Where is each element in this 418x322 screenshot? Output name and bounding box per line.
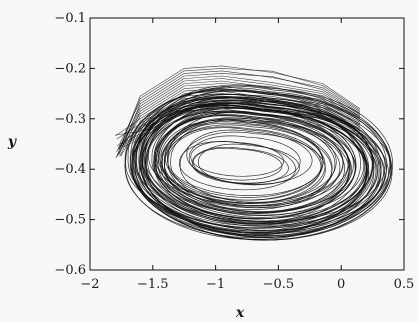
y-tick-label: −0.5 [54,213,86,228]
trajectory-loop [138,97,373,225]
y-tick-label: −0.3 [54,112,86,127]
trajectory-loop [154,112,350,214]
x-tick-label: 0.5 [394,277,415,292]
trajectory-ribbon [116,83,361,153]
trajectory-ribbon [115,85,361,158]
trajectory-ribbon [119,105,361,148]
trajectory-ribbon [117,108,361,150]
trajectory-lines [115,65,393,241]
trajectory-loop [131,87,392,241]
trajectory-ribbon [116,93,361,140]
trajectory-loop [167,126,322,196]
trajectory-loop [186,129,313,185]
y-tick-label: −0.6 [54,263,86,278]
trajectory-loop [157,111,356,218]
trajectory-loop [156,115,336,207]
trajectory-ribbon [120,75,361,147]
y-axis-label: y [7,134,17,150]
trajectory-ribbon [118,103,361,146]
trajectory-ribbon [120,90,361,156]
trajectory-loop [142,96,380,238]
plot-area [115,65,393,241]
trajectory-loop [191,146,289,184]
trajectory-ribbon [119,70,361,145]
trajectory-loop [159,111,349,207]
x-tick-label: −1.5 [137,277,169,292]
trajectory-ribbon [117,78,361,156]
trajectory-loop [164,117,350,217]
trajectory-loop [179,131,326,203]
trajectory-loop [138,100,384,237]
y-axis: −0.1 −0.2 −0.3 −0.4 −0.5 −0.6 [54,11,404,278]
trajectory-ribbon [116,68,361,157]
trajectory-loop [192,147,283,181]
trajectory-loop [139,94,375,233]
trajectory-ribbon [119,80,361,157]
trajectory-loop [145,110,368,223]
trajectory-ribbon [116,98,361,147]
trajectory-loop [190,141,284,177]
trajectory-loop [142,107,368,219]
trajectory-loop [132,96,367,229]
x-tick-label: −0.5 [263,277,295,292]
trajectory-loop [125,102,382,229]
trajectory-ribbon [118,65,361,150]
trajectory-loop [155,110,351,220]
x-tick-label: 0 [337,277,345,292]
trajectory-ribbon [117,95,361,149]
trajectory-loop [135,99,368,235]
x-axis: −2 −1.5 −1 −0.5 0 0.5 [80,18,414,292]
trajectory-ribbon [115,88,361,137]
trajectory-loop [147,102,357,220]
trajectory-ribbon [119,73,361,155]
plot-frame [89,17,405,271]
x-tick-label: −1 [206,277,225,292]
trajectory-ribbon [115,100,361,136]
y-tick-label: −0.2 [54,61,86,76]
trajectory-loop [154,115,344,204]
y-tick-label: −0.1 [54,11,86,26]
x-tick-label: −2 [80,277,99,292]
y-tick-label: −0.4 [54,162,86,177]
x-axis-label: x [235,305,245,321]
trajectory-loop [163,122,326,204]
trajectory-loop [132,103,389,234]
trajectory-loop [153,103,369,225]
trajectory-loop [160,119,324,201]
trajectory-loop [146,108,378,226]
trajectory-loop [134,104,367,222]
